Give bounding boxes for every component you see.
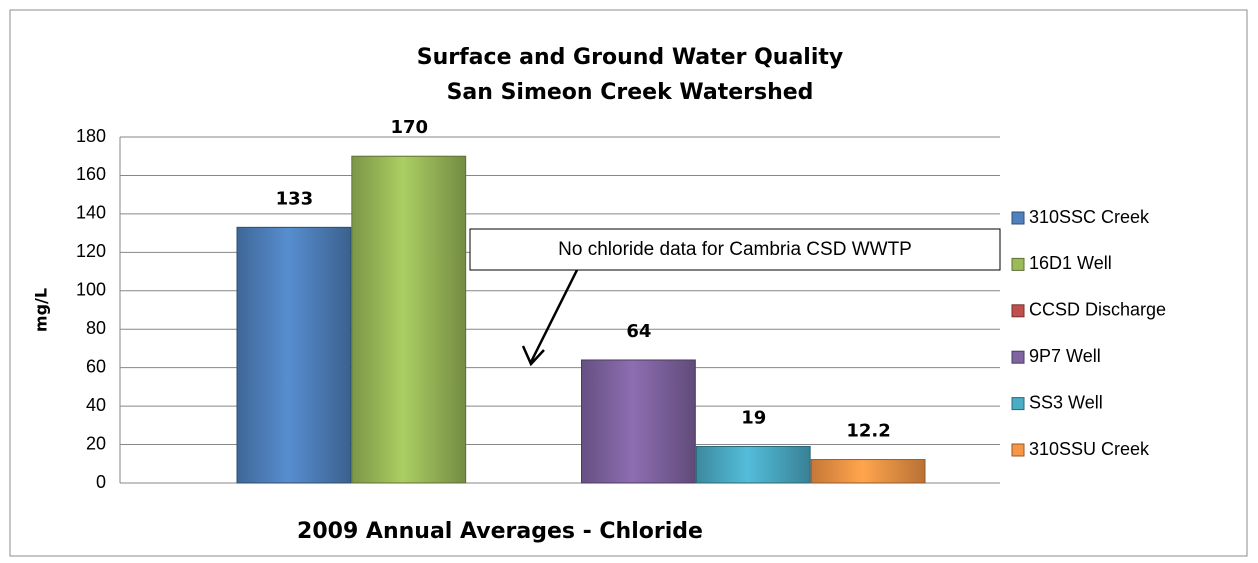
x-axis-label: 2009 Annual Averages - Chloride [297, 519, 703, 544]
arrow-head [521, 345, 545, 367]
annotation: No chloride data for Cambria CSD WWTP [558, 239, 912, 260]
annotation-arrow [529, 269, 579, 363]
y-tick-label: 40 [86, 395, 106, 415]
legend-label: 310SSC Creek [1029, 207, 1150, 227]
legend-swatch [1011, 211, 1025, 225]
data-label: 19 [741, 407, 766, 428]
annotation-box [469, 228, 1001, 271]
bar [236, 226, 352, 484]
data-label: 133 [276, 188, 314, 209]
data-label: 64 [626, 321, 651, 342]
y-tick-label: 20 [86, 433, 106, 453]
y-tick-label: 140 [76, 203, 106, 223]
y-tick-label: 0 [96, 472, 106, 492]
legend-swatch [1011, 443, 1025, 457]
plot-area: 0 20 40 60 80 100 120 140 160 180 133 170 64 19 12.2 31… [76, 117, 1166, 492]
legend-label: CCSD Discharge [1029, 300, 1166, 320]
y-tick-label: 60 [86, 356, 106, 376]
legend-swatch [1011, 304, 1025, 318]
bar [581, 359, 696, 484]
y-axis-label: mg/L [32, 288, 51, 332]
y-tick-label: 80 [86, 318, 106, 338]
y-tick-label: 160 [76, 164, 106, 184]
bar [351, 155, 467, 484]
chart-subtitle: San Simeon Creek Watershed [447, 80, 814, 105]
legend-swatch [1011, 257, 1025, 271]
bar [810, 459, 926, 484]
legend-swatch [1011, 350, 1025, 364]
chart-title: Surface and Ground Water Quality [417, 45, 844, 70]
legend-swatch [1011, 397, 1025, 411]
bar [695, 445, 811, 484]
legend-label: 310SSU Creek [1029, 439, 1150, 459]
data-label: 12.2 [846, 421, 890, 442]
legend-label: 9P7 Well [1029, 346, 1101, 366]
y-tick-label: 180 [76, 126, 106, 146]
data-label: 170 [390, 117, 428, 138]
legend-label: 16D1 Well [1029, 253, 1112, 273]
legend-label: SS3 Well [1029, 392, 1103, 412]
y-tick-label: 100 [76, 280, 106, 300]
y-tick-label: 120 [76, 241, 106, 261]
